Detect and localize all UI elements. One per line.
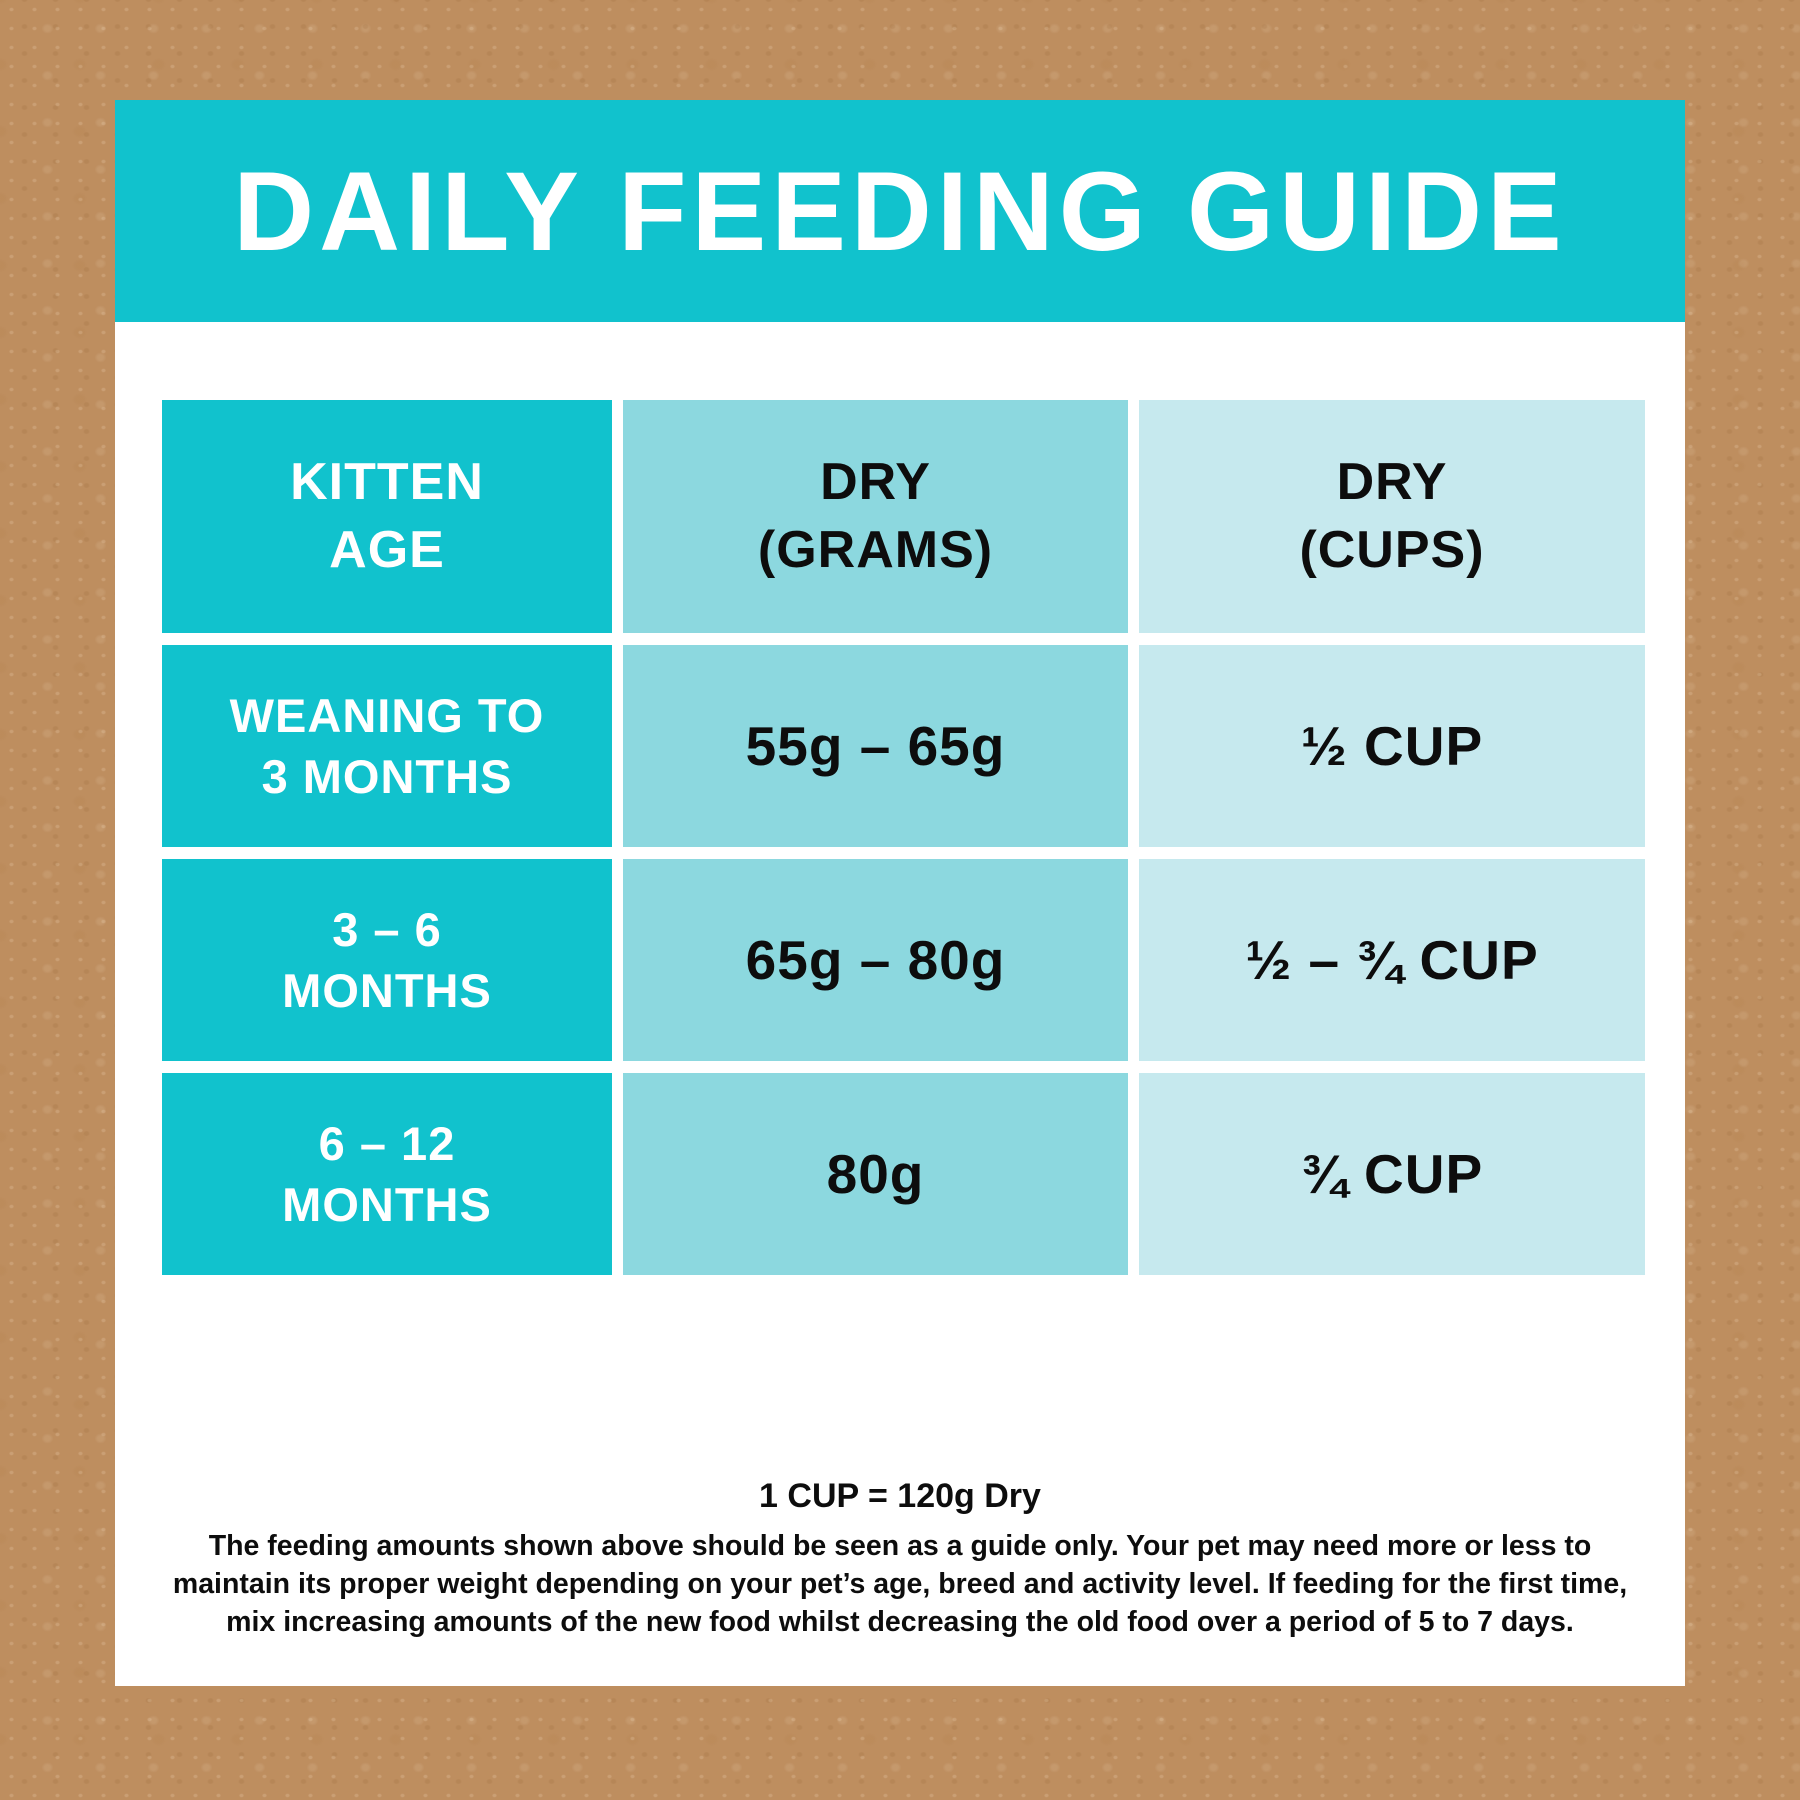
row-6-12-age-text: 6 – 12 MONTHS — [282, 1116, 492, 1231]
disclaimer-line-1: The feeding amounts shown above should b… — [208, 1530, 1592, 1563]
cup-conversion-note: 1 CUP = 120g Dry — [759, 1477, 1041, 1516]
row-6-12-age-cell: 6 – 12 MONTHS — [162, 1073, 612, 1275]
row-weaning-age-cell: WEANING TO 3 MONTHS — [162, 645, 612, 847]
feeding-table: KITTEN AGE DRY (GRAMS) DRY (CUPS) WEANING T… — [162, 400, 1645, 1275]
header-cell-dry-cups: DRY (CUPS) — [1139, 400, 1645, 633]
row-3-6-age-text: 3 – 6 MONTHS — [282, 902, 492, 1017]
row-weaning-cups-cell: ½ CUP — [1139, 645, 1645, 847]
header-dry-grams-text: DRY (GRAMS) — [757, 452, 994, 579]
row-3-6-grams-cell: 65g – 80g — [623, 859, 1128, 1061]
row-weaning-cups-value: ½ CUP — [1300, 715, 1484, 777]
disclaimer-line-2: maintain its proper weight depending on … — [172, 1568, 1628, 1601]
row-6-12-grams-value: 80g — [826, 1143, 925, 1205]
header-cell-dry-grams: DRY (GRAMS) — [623, 400, 1128, 633]
row-3-6-cups-cell: ½ – ¾ CUP — [1139, 859, 1645, 1061]
row-3-6-cups-value: ½ – ¾ CUP — [1245, 929, 1539, 991]
header-cell-kitten-age: KITTEN AGE — [162, 400, 612, 633]
title-banner: DAILY FEEDING GUIDE — [115, 100, 1685, 322]
disclaimer-line-3: mix increasing amounts of the new food w… — [226, 1606, 1574, 1639]
row-weaning-age-text: WEANING TO 3 MONTHS — [229, 688, 545, 803]
row-6-12-cups-cell: ¾ CUP — [1139, 1073, 1645, 1275]
header-kitten-age-text: KITTEN AGE — [290, 452, 484, 579]
row-weaning-grams-cell: 55g – 65g — [623, 645, 1128, 847]
row-3-6-grams-value: 65g – 80g — [745, 929, 1006, 991]
row-weaning-grams-value: 55g – 65g — [745, 715, 1006, 777]
feeding-guide-card: DAILY FEEDING GUIDE KITTEN AGE DRY (GRAMS)… — [115, 100, 1685, 1686]
header-dry-cups-text: DRY (CUPS) — [1299, 452, 1485, 579]
row-6-12-cups-value: ¾ CUP — [1300, 1143, 1484, 1205]
footer-note: 1 CUP = 120g Dry The feeding amounts sho… — [170, 1477, 1630, 1642]
row-3-6-age-cell: 3 – 6 MONTHS — [162, 859, 612, 1061]
row-6-12-grams-cell: 80g — [623, 1073, 1128, 1275]
page-title: DAILY FEEDING GUIDE — [233, 148, 1567, 274]
